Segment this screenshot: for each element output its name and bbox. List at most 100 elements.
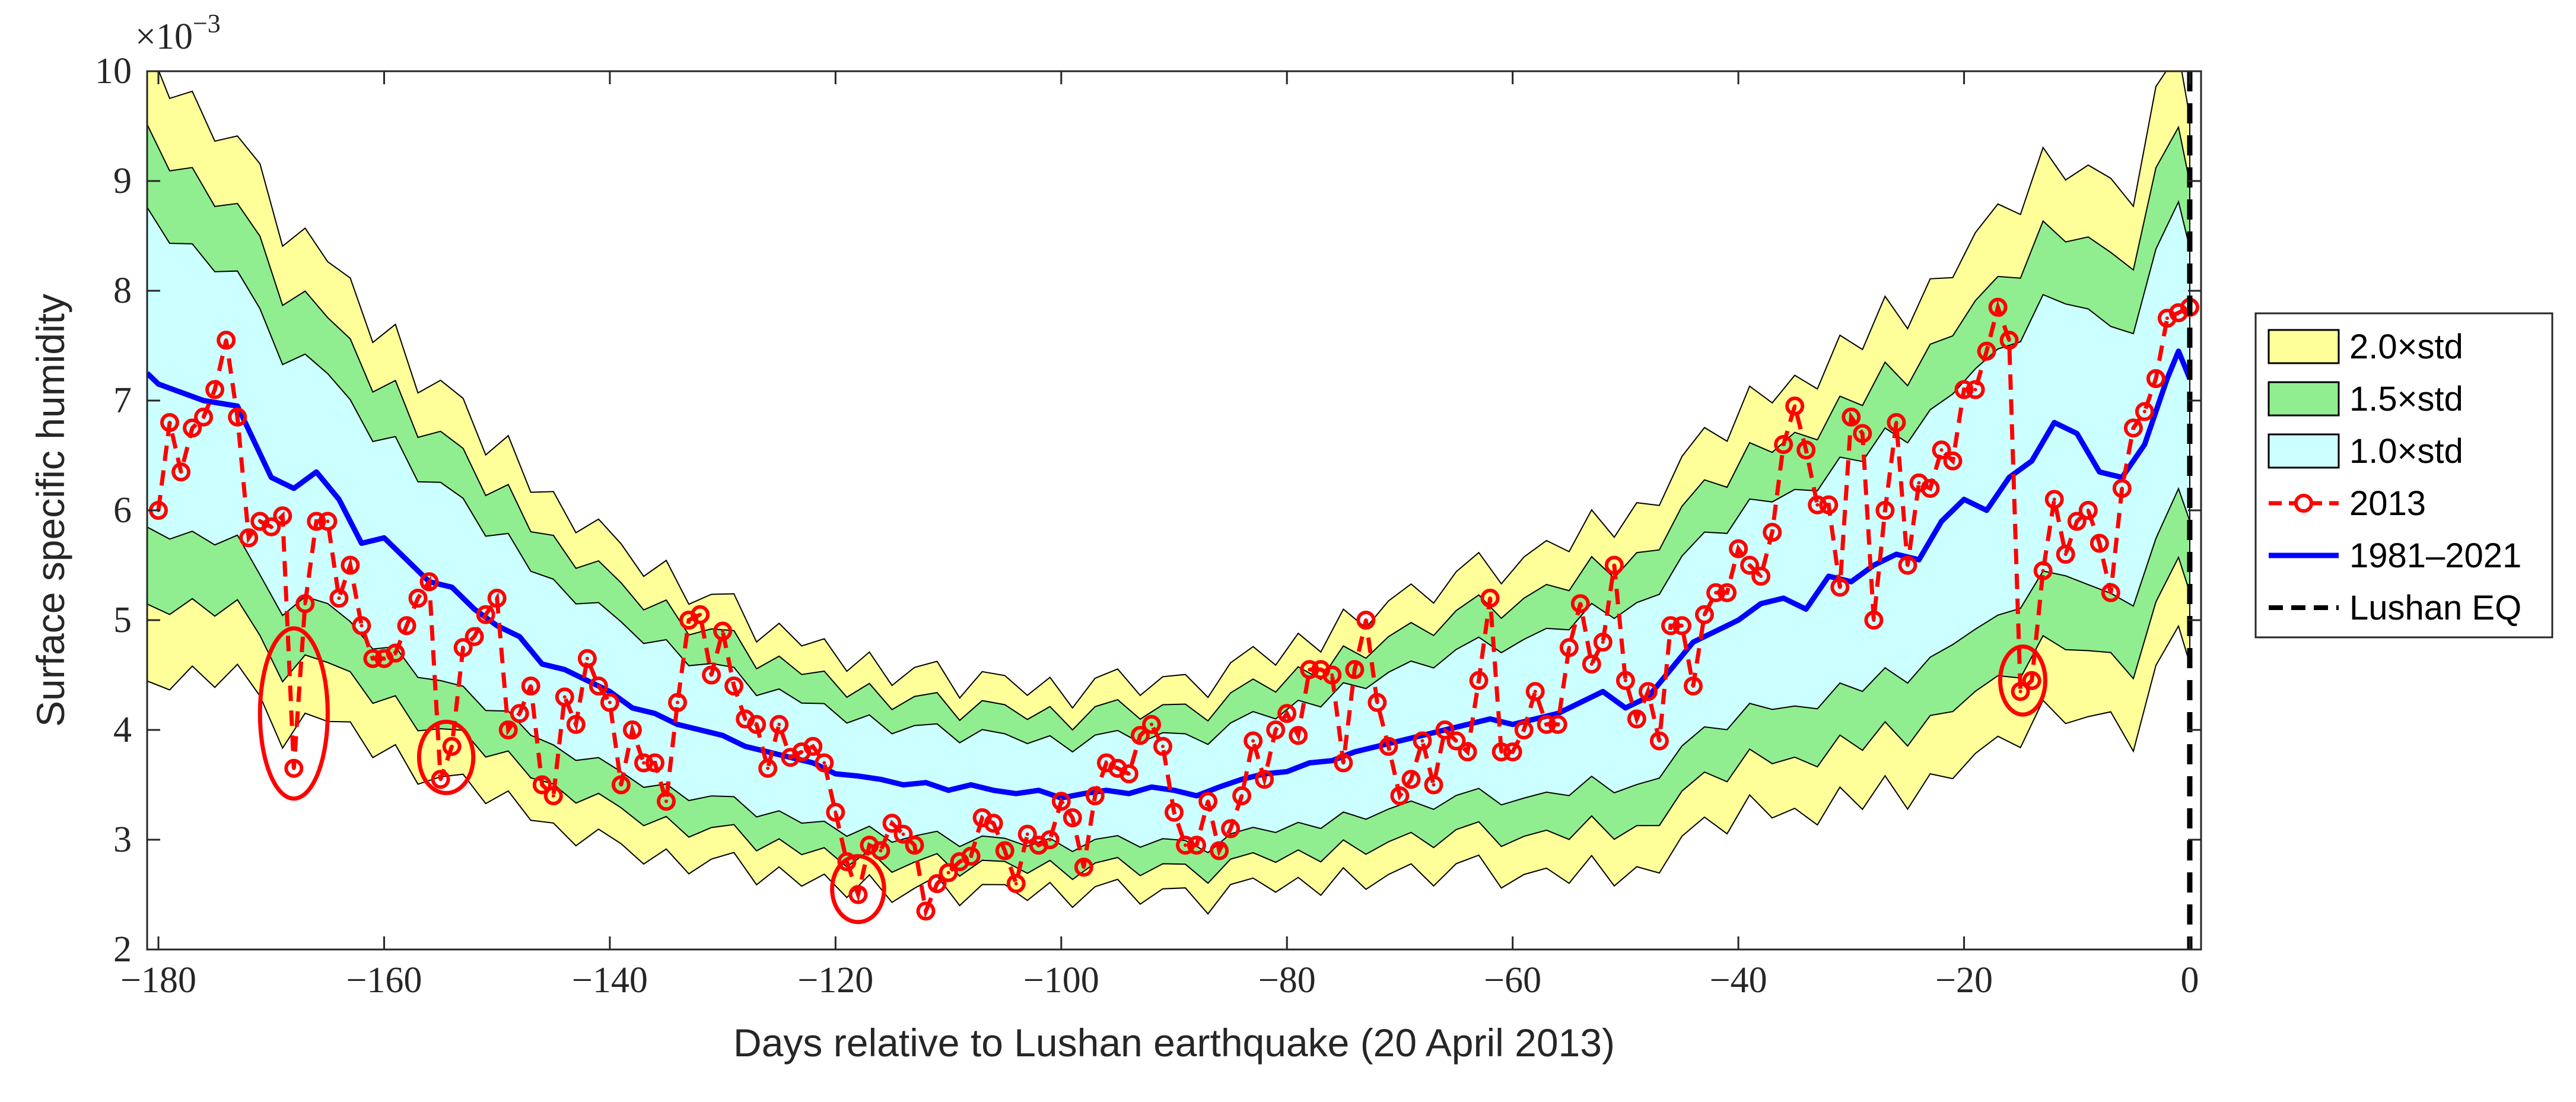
obs-2013-point-dot [1737,547,1741,551]
obs-2013-point-dot [766,766,770,770]
obs-2013-point [645,753,664,773]
obs-2013-point-dot [281,514,285,518]
x-tick-label: −60 [1484,960,1541,1001]
obs-2013-point-dot [1714,590,1718,595]
obs-2013-point [1887,413,1906,432]
obs-2013-point [2135,402,2154,421]
obs-2013-point-dot [1206,799,1210,804]
x-tick-label: −20 [1935,960,1993,1001]
obs-2013-point-dot [247,536,251,540]
obs-2013-point [2123,418,2143,438]
obs-2013-point [363,649,383,668]
y-tick-label: 8 [113,271,132,311]
obs-2013-point-dot [1465,750,1470,754]
obs-2013-point [1187,836,1206,855]
obs-2013-point-dot [1906,563,1910,567]
obs-2013-point [747,714,767,734]
obs-2013-point-dot [1589,662,1594,666]
obs-2013-point [882,814,902,833]
obs-2013-point [1210,841,1229,860]
obs-2013-point-dot [236,415,240,419]
obs-2013-point-dot [1725,590,1729,595]
obs-2013-point [341,555,360,575]
obs-2013-point-dot [2007,338,2011,342]
obs-2013-point [1932,440,1951,460]
obs-2013-point [1604,555,1624,575]
obs-2013-point [1390,786,1410,805]
obs-2013-point [1334,753,1353,773]
obs-2013-point [532,775,552,795]
obs-2013-point [1977,341,1996,361]
obs-2013-point [1615,671,1635,690]
obs-2013-point [724,677,744,696]
obs-2013-point [1537,714,1556,734]
obs-2013-point [1943,451,1963,471]
obs-2013-point-dot [1059,799,1063,804]
obs-2013-point-dot [969,854,973,858]
obs-2013-point [476,605,495,624]
obs-2013-point [408,589,428,608]
obs-2013-point-dot [2052,497,2056,501]
obs-2013-point-dot [1296,733,1300,738]
obs-2013-point [848,885,868,904]
obs-2013-point [1085,786,1105,805]
obs-2013-point-dot [608,700,612,704]
obs-2013-point [1966,380,1985,399]
y-tick-label: 10 [95,51,132,91]
obs-2013-point-dot [1567,646,1571,650]
obs-2013-point [1153,736,1172,756]
obs-2013-point-dot [168,421,171,424]
obs-2013-point-dot [382,656,386,660]
obs-2013-point-dot [1285,712,1289,716]
obs-2013-point-dot [1556,722,1560,726]
obs-2013-point [307,512,326,531]
obs-2013-point [352,616,371,636]
obs-2013-point-dot [1353,668,1357,672]
x-tick-label: −80 [1258,960,1316,1001]
obs-2013-point [1356,611,1376,630]
obs-2013-point [1740,555,1760,575]
obs-2013-point-dot [393,651,397,655]
obs-2013-point-dot [1477,678,1481,682]
obs-2013-point [1785,396,1805,416]
obs-2013-point-dot [1127,772,1131,776]
obs-2013-point [498,720,518,739]
obs-2013-point [1289,726,1308,745]
x-tick-label: −180 [120,960,196,1001]
obs-2013-point [826,802,845,822]
obs-2013-point [1898,555,1917,575]
obs-2013-point-dot [1115,766,1120,770]
obs-2013-point [2033,561,2053,580]
obs-2013-point-dot [1036,843,1041,847]
obs-2013-point-dot [326,519,330,523]
obs-2013-point-dot [1319,668,1323,672]
obs-2013-point-dot [1150,722,1153,726]
obs-2013-point [1345,660,1365,679]
obs-2013-point [984,814,1003,833]
obs-2013-point [1559,638,1579,658]
obs-2013-point-dot [1544,722,1548,726]
obs-2013-point [1999,331,2019,350]
obs-2013-point-dot [2154,377,2158,380]
obs-2013-point [329,589,349,608]
obs-2013-point [1051,792,1071,811]
obs-2013-point-dot [179,470,183,474]
obs-2013-point [893,824,913,844]
obs-2013-point-dot [1872,618,1876,622]
obs-2013-point-dot [1973,388,1977,392]
obs-2013-point [1706,583,1726,602]
obs-2013-point-dot [2131,426,2135,430]
highlight-ellipse [257,626,330,801]
obs-2013-point-dot [1883,509,1887,512]
obs-2013-point-dot [1161,744,1165,748]
obs-2013-point-dot [360,624,364,628]
obs-2013-point-dot [2177,311,2180,315]
obs-2013-point-dot [1308,668,1312,672]
obs-2013-point-dot [1782,443,1786,446]
obs-2013-point [194,407,214,427]
x-tick-label: −140 [572,960,648,1001]
obs-2013-point-dot [495,596,499,600]
obs-2013-point [1119,764,1138,783]
obs-2013-point-dot [664,799,668,804]
obs-2013-point [1198,792,1218,811]
